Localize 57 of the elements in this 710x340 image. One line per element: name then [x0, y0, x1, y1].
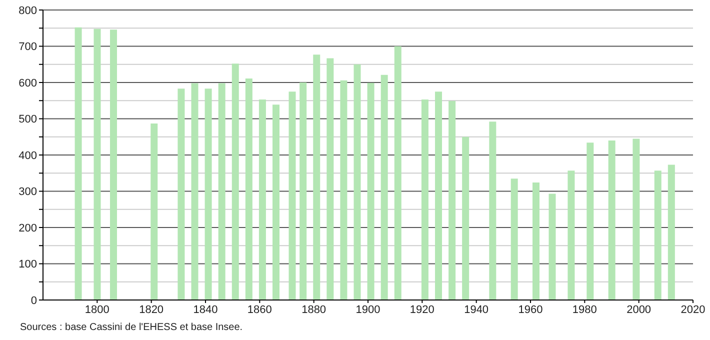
x-tick-label: 2020 — [680, 304, 706, 316]
y-tick-label: 200 — [18, 222, 37, 234]
bar — [608, 140, 616, 300]
x-tick-label: 1820 — [139, 304, 164, 316]
bar — [532, 182, 540, 300]
bar — [448, 100, 456, 300]
bar — [150, 123, 158, 300]
bar — [110, 30, 117, 300]
x-tick-label: 2000 — [626, 304, 652, 316]
bar — [204, 88, 212, 300]
bar — [654, 170, 662, 300]
bar — [548, 194, 556, 300]
x-tick-label: 1900 — [356, 304, 380, 316]
y-tick-label: 500 — [18, 114, 37, 126]
bar — [510, 178, 518, 300]
y-tick-label: 800 — [18, 4, 37, 17]
x-tick-label: 1960 — [518, 304, 543, 316]
bar — [178, 88, 185, 300]
bar — [462, 136, 470, 300]
bar — [380, 74, 388, 300]
bar — [94, 28, 101, 300]
bar — [340, 80, 348, 300]
bar — [288, 92, 296, 300]
y-tick-label: 100 — [18, 258, 37, 271]
bar — [354, 64, 361, 300]
bar — [258, 100, 266, 300]
bar — [489, 122, 496, 300]
bar — [421, 100, 428, 300]
source-note: Sources : base Cassini de l'EHESS et base Insee. — [20, 322, 244, 333]
x-tick-label: 1840 — [193, 304, 218, 316]
bar — [191, 83, 198, 300]
x-tick-label: 1860 — [247, 304, 272, 316]
bar — [586, 142, 594, 300]
bar — [232, 64, 239, 300]
y-tick-label: 0 — [30, 294, 37, 307]
y-tick-label: 400 — [18, 150, 37, 162]
x-tick-label: 1940 — [464, 304, 489, 316]
bar — [218, 83, 226, 300]
x-tick-label: 1920 — [410, 304, 434, 316]
bar — [74, 27, 82, 300]
bar — [300, 82, 307, 300]
bar — [394, 46, 402, 300]
bar — [568, 170, 575, 300]
x-tick-label: 1880 — [302, 304, 326, 316]
bar — [668, 164, 675, 300]
bar — [313, 54, 320, 300]
bar — [632, 138, 640, 300]
bar — [367, 82, 374, 300]
y-tick-label: 300 — [18, 186, 37, 198]
y-tick-label: 700 — [18, 41, 37, 54]
bar — [326, 58, 334, 300]
y-tick-label: 600 — [18, 77, 37, 90]
bar — [435, 92, 442, 300]
x-tick-label: 1800 — [84, 304, 110, 316]
bar — [245, 78, 252, 300]
bar — [272, 104, 280, 300]
x-tick-label: 1980 — [572, 304, 597, 316]
